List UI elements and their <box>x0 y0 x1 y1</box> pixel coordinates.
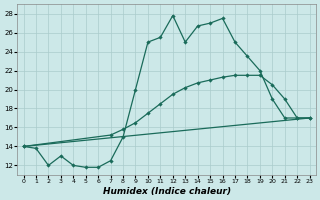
X-axis label: Humidex (Indice chaleur): Humidex (Indice chaleur) <box>102 187 231 196</box>
